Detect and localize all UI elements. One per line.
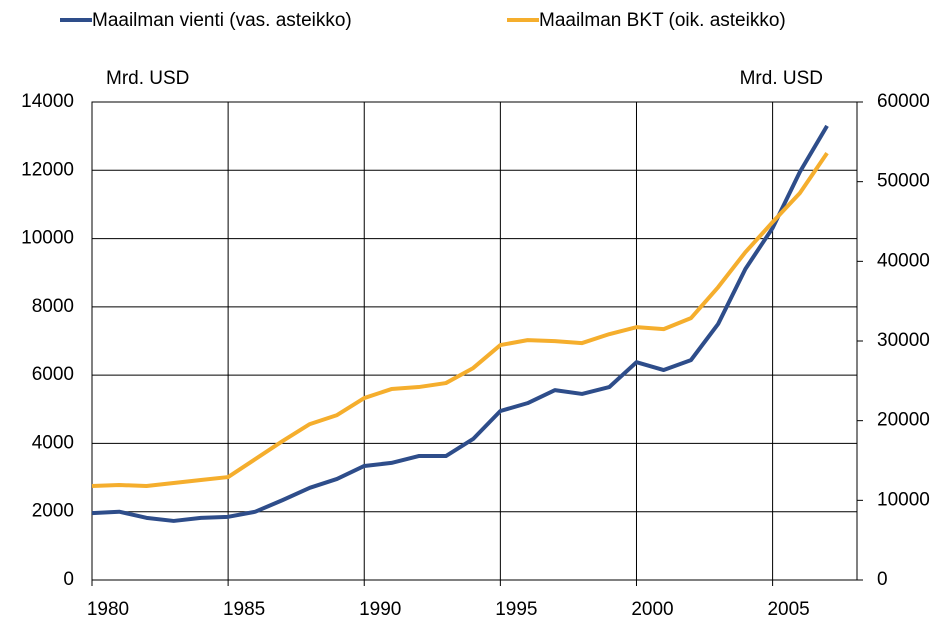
x-tick-label: 1980 <box>87 599 129 620</box>
y-tick-label: 10000 <box>21 228 74 249</box>
y-tick-label: 2000 <box>32 501 74 522</box>
y2-tick-label: 50000 <box>877 171 930 192</box>
y-tick-label: 6000 <box>32 364 74 385</box>
y-tick-label: 4000 <box>32 432 74 453</box>
y-tick-label: 14000 <box>21 91 74 112</box>
plot-frame <box>91 101 858 581</box>
y2-tick-label: 10000 <box>877 489 930 510</box>
y2-tick-label: 30000 <box>877 330 930 351</box>
legend-label: Maailman BKT (oik. asteikko) <box>539 10 786 31</box>
legend-label: Maailman vienti (vas. asteikko) <box>92 10 352 31</box>
y-axis-label: Mrd. USD <box>106 68 189 89</box>
y2-axis-label: Mrd. USD <box>740 68 823 89</box>
line-series <box>91 152 829 488</box>
y2-tick-label: 0 <box>877 569 888 590</box>
y-tick-label: 12000 <box>21 159 74 180</box>
x-tick-label: 2005 <box>767 599 809 620</box>
y2-tick-label: 20000 <box>877 410 930 431</box>
y-tick-label: 8000 <box>32 296 74 317</box>
x-tick-label: 1985 <box>223 599 265 620</box>
x-tick-label: 1990 <box>359 599 401 620</box>
y2-tick-label: 60000 <box>877 91 930 112</box>
x-tick-label: 1995 <box>495 599 537 620</box>
line-series <box>91 124 829 523</box>
y-tick-label: 0 <box>63 569 74 590</box>
y2-tick-label: 40000 <box>877 250 930 271</box>
x-tick-label: 2000 <box>631 599 673 620</box>
